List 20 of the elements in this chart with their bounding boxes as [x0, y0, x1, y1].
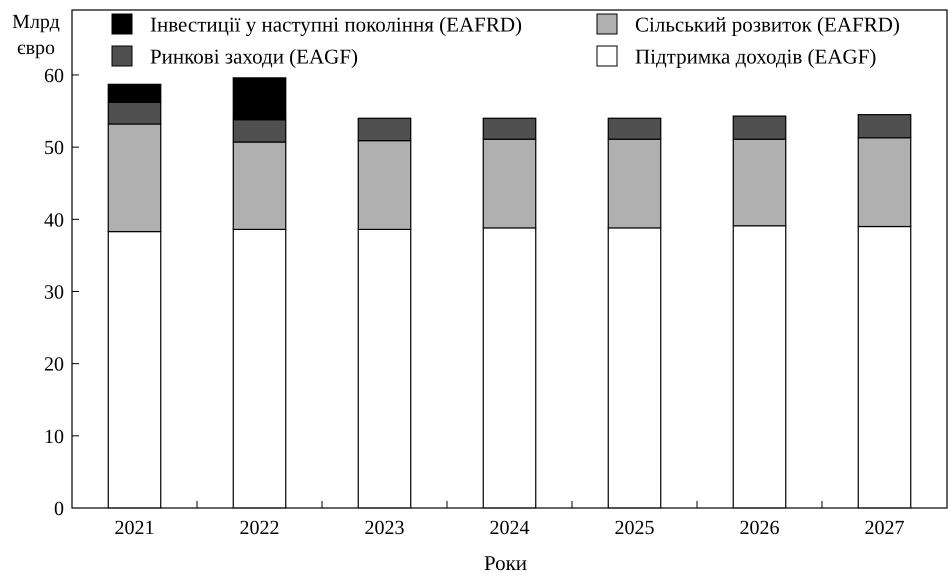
legend-label: Інвестиції у наступні покоління (EAFRD)	[150, 12, 522, 36]
y-tick-label: 10	[44, 426, 64, 448]
legend-label: Сільський розвиток (EAFRD)	[635, 12, 900, 36]
legend-label: Підтримка доходів (EAGF)	[635, 44, 876, 68]
x-tick-label: 2025	[614, 517, 654, 539]
y-tick-label: 30	[44, 281, 64, 304]
x-axis-title: Роки	[484, 551, 528, 575]
x-tick-label: 2023	[364, 517, 404, 539]
x-tick-label: 2021	[114, 517, 154, 539]
y-tick-label: 20	[44, 354, 64, 376]
x-tick-label: 2026	[740, 517, 780, 539]
y-tick-label: 40	[44, 209, 64, 232]
x-tick-label: 2022	[240, 517, 280, 539]
legend-label: Ринкові заходи (EAGF)	[150, 44, 358, 68]
y-tick-label: 60	[44, 64, 64, 87]
y-axis-title: Млрд євро	[12, 11, 60, 59]
y-tick-label: 50	[44, 137, 64, 160]
x-tick-label: 2027	[864, 517, 904, 539]
y-tick-label: 0	[54, 498, 64, 520]
x-tick-label: 2024	[490, 517, 530, 539]
